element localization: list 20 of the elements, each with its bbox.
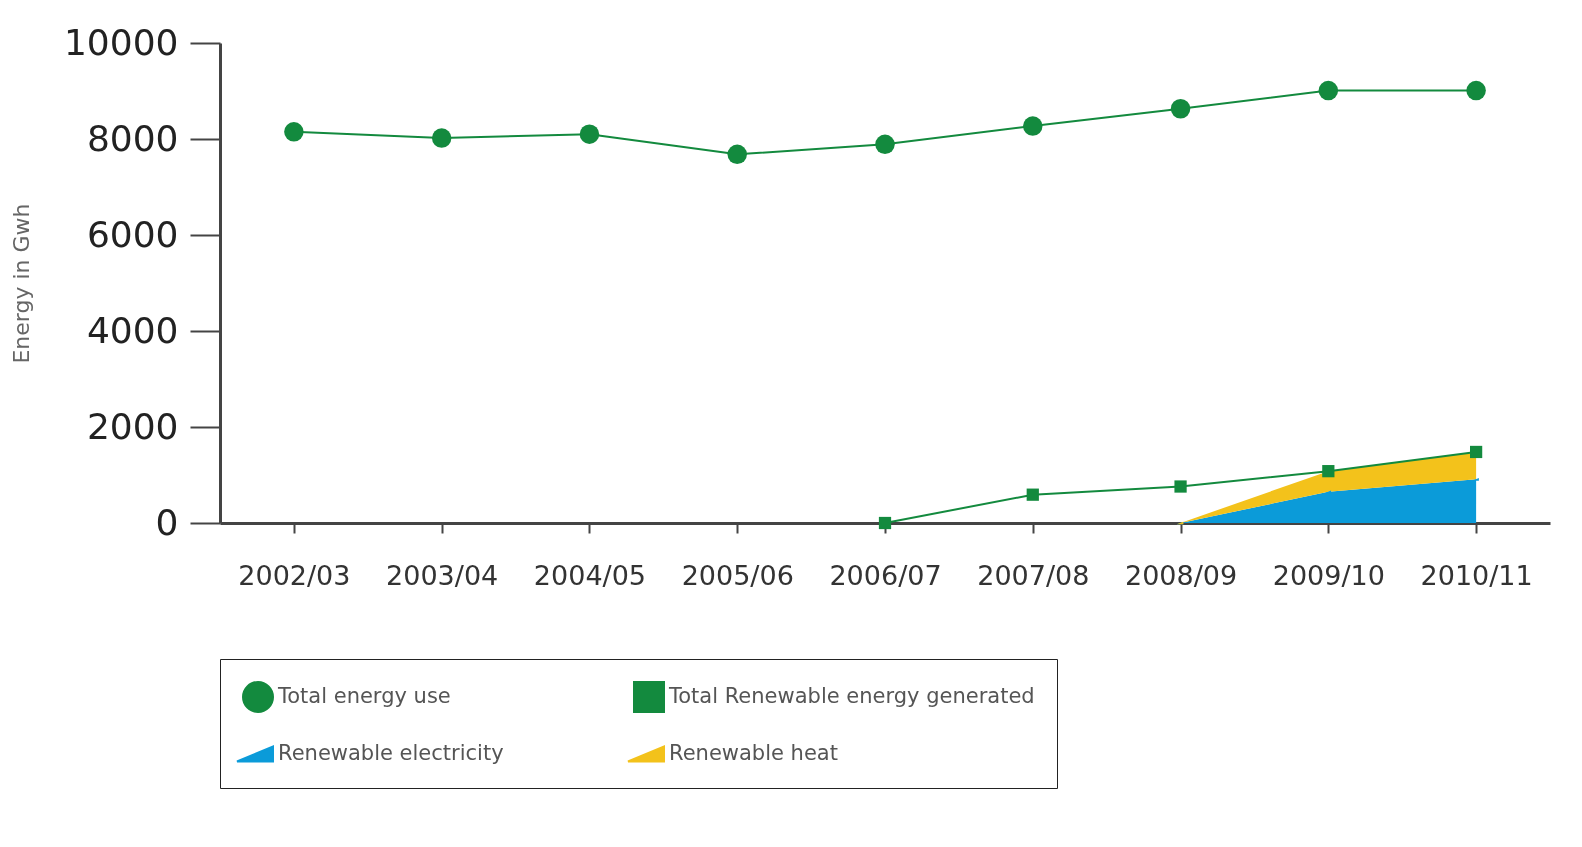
y-tick-label: 2000: [86, 405, 179, 447]
legend-label: Total energy use: [277, 684, 451, 708]
y-tick-label: 8000: [86, 117, 179, 159]
x-tick-label: 2004/05: [533, 559, 647, 591]
x-tick-label: 2008/09: [1124, 559, 1238, 591]
y-tick-label: 0: [155, 501, 179, 543]
x-tick-label: 2002/03: [238, 559, 351, 591]
x-tick-label: 2009/10: [1272, 559, 1385, 591]
y-tick-label: 10000: [63, 21, 179, 63]
x-tick-label: 2006/07: [829, 559, 942, 591]
legend-label: Renewable heat: [669, 741, 838, 765]
x-tick-label: 2003/04: [386, 559, 499, 591]
legend-label: Total Renewable energy generated: [668, 684, 1035, 708]
x-tick-label: 2010/11: [1420, 559, 1533, 591]
y-tick-label: 4000: [86, 309, 179, 351]
legend-label: Renewable electricity: [278, 741, 504, 765]
y-axis-title: Energy in Gwh: [8, 203, 34, 364]
x-tick-label: 2007/08: [977, 559, 1090, 591]
x-tick-label: 2005/06: [681, 559, 794, 591]
y-tick-label: 6000: [86, 213, 179, 255]
